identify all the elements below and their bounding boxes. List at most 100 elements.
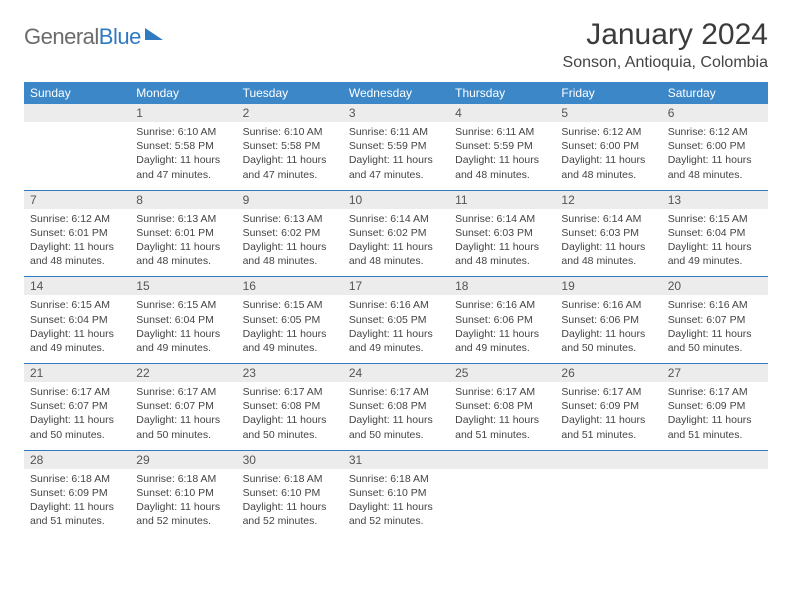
day-number-cell: 11 (449, 191, 555, 209)
dow-header-cell: Tuesday (237, 82, 343, 104)
day-detail-cell: Sunrise: 6:12 AMSunset: 6:00 PMDaylight:… (662, 122, 768, 190)
sunset-text: Sunset: 5:58 PM (136, 139, 230, 153)
brand-logo: GeneralBlue (24, 24, 163, 50)
sunset-text: Sunset: 6:10 PM (349, 486, 443, 500)
day-number-row: 28293031 (24, 451, 768, 469)
day-detail-cell: Sunrise: 6:17 AMSunset: 6:08 PMDaylight:… (237, 382, 343, 450)
sunset-text: Sunset: 6:07 PM (668, 313, 762, 327)
day-detail-cell: Sunrise: 6:13 AMSunset: 6:02 PMDaylight:… (237, 209, 343, 277)
sunset-text: Sunset: 6:01 PM (30, 226, 124, 240)
day-number-cell: 23 (237, 364, 343, 382)
sunrise-text: Sunrise: 6:14 AM (455, 212, 549, 226)
brand-name-b: Blue (99, 24, 141, 49)
day-detail-cell: Sunrise: 6:17 AMSunset: 6:09 PMDaylight:… (662, 382, 768, 450)
daylight-text: Daylight: 11 hours and 52 minutes. (349, 500, 443, 528)
day-number-cell: 29 (130, 451, 236, 469)
day-detail-cell: Sunrise: 6:16 AMSunset: 6:07 PMDaylight:… (662, 295, 768, 363)
brand-name-a: General (24, 24, 99, 49)
daylight-text: Daylight: 11 hours and 48 minutes. (243, 240, 337, 268)
sunrise-text: Sunrise: 6:15 AM (243, 298, 337, 312)
day-number-cell: 1 (130, 104, 236, 122)
sunset-text: Sunset: 6:00 PM (561, 139, 655, 153)
sunrise-text: Sunrise: 6:16 AM (349, 298, 443, 312)
daylight-text: Daylight: 11 hours and 51 minutes. (30, 500, 124, 528)
daylight-text: Daylight: 11 hours and 49 minutes. (243, 327, 337, 355)
day-number-cell: 9 (237, 191, 343, 209)
dow-header-cell: Monday (130, 82, 236, 104)
daylight-text: Daylight: 11 hours and 49 minutes. (668, 240, 762, 268)
sunrise-text: Sunrise: 6:15 AM (30, 298, 124, 312)
sunrise-text: Sunrise: 6:10 AM (136, 125, 230, 139)
daylight-text: Daylight: 11 hours and 47 minutes. (243, 153, 337, 181)
sunrise-text: Sunrise: 6:13 AM (243, 212, 337, 226)
sunrise-text: Sunrise: 6:17 AM (30, 385, 124, 399)
day-detail-cell: Sunrise: 6:18 AMSunset: 6:09 PMDaylight:… (24, 469, 130, 537)
day-number-cell: 30 (237, 451, 343, 469)
day-number-cell: 21 (24, 364, 130, 382)
day-number-cell: 3 (343, 104, 449, 122)
dow-header-row: SundayMondayTuesdayWednesdayThursdayFrid… (24, 82, 768, 104)
sunrise-text: Sunrise: 6:12 AM (30, 212, 124, 226)
location-label: Sonson, Antioquia, Colombia (563, 54, 768, 72)
day-detail-cell: Sunrise: 6:13 AMSunset: 6:01 PMDaylight:… (130, 209, 236, 277)
sunset-text: Sunset: 6:01 PM (136, 226, 230, 240)
day-number-cell: 20 (662, 277, 768, 295)
sunset-text: Sunset: 5:58 PM (243, 139, 337, 153)
day-number-cell: 6 (662, 104, 768, 122)
day-number-cell (555, 451, 661, 469)
day-number-cell: 15 (130, 277, 236, 295)
sunrise-text: Sunrise: 6:11 AM (455, 125, 549, 139)
day-number-cell: 24 (343, 364, 449, 382)
daylight-text: Daylight: 11 hours and 50 minutes. (668, 327, 762, 355)
day-detail-cell: Sunrise: 6:15 AMSunset: 6:04 PMDaylight:… (24, 295, 130, 363)
sunset-text: Sunset: 6:08 PM (349, 399, 443, 413)
day-number-cell: 22 (130, 364, 236, 382)
day-number-row: 14151617181920 (24, 277, 768, 295)
daylight-text: Daylight: 11 hours and 52 minutes. (243, 500, 337, 528)
day-number-cell: 13 (662, 191, 768, 209)
day-detail-row: Sunrise: 6:12 AMSunset: 6:01 PMDaylight:… (24, 209, 768, 277)
daylight-text: Daylight: 11 hours and 48 minutes. (349, 240, 443, 268)
sunset-text: Sunset: 6:07 PM (136, 399, 230, 413)
daylight-text: Daylight: 11 hours and 50 minutes. (561, 327, 655, 355)
sunset-text: Sunset: 6:06 PM (455, 313, 549, 327)
sunrise-text: Sunrise: 6:18 AM (30, 472, 124, 486)
sunset-text: Sunset: 6:10 PM (136, 486, 230, 500)
daylight-text: Daylight: 11 hours and 48 minutes. (561, 153, 655, 181)
day-detail-cell: Sunrise: 6:14 AMSunset: 6:02 PMDaylight:… (343, 209, 449, 277)
day-detail-row: Sunrise: 6:10 AMSunset: 5:58 PMDaylight:… (24, 122, 768, 190)
day-number-cell: 16 (237, 277, 343, 295)
daylight-text: Daylight: 11 hours and 48 minutes. (668, 153, 762, 181)
daylight-text: Daylight: 11 hours and 50 minutes. (136, 413, 230, 441)
day-number-cell (24, 104, 130, 122)
daylight-text: Daylight: 11 hours and 49 minutes. (349, 327, 443, 355)
day-detail-cell: Sunrise: 6:15 AMSunset: 6:04 PMDaylight:… (130, 295, 236, 363)
day-number-cell: 7 (24, 191, 130, 209)
day-detail-cell: Sunrise: 6:17 AMSunset: 6:07 PMDaylight:… (24, 382, 130, 450)
sunrise-text: Sunrise: 6:13 AM (136, 212, 230, 226)
sunset-text: Sunset: 6:03 PM (455, 226, 549, 240)
day-number-cell: 31 (343, 451, 449, 469)
sunrise-text: Sunrise: 6:17 AM (349, 385, 443, 399)
sunset-text: Sunset: 6:04 PM (30, 313, 124, 327)
dow-header-cell: Wednesday (343, 82, 449, 104)
sunset-text: Sunset: 6:06 PM (561, 313, 655, 327)
daylight-text: Daylight: 11 hours and 51 minutes. (455, 413, 549, 441)
calendar-table: SundayMondayTuesdayWednesdayThursdayFrid… (24, 82, 768, 537)
sunrise-text: Sunrise: 6:17 AM (561, 385, 655, 399)
day-detail-cell: Sunrise: 6:17 AMSunset: 6:08 PMDaylight:… (343, 382, 449, 450)
day-number-cell: 2 (237, 104, 343, 122)
day-number-cell: 12 (555, 191, 661, 209)
day-detail-cell (24, 122, 130, 190)
sunset-text: Sunset: 6:09 PM (561, 399, 655, 413)
dow-header-cell: Friday (555, 82, 661, 104)
sunrise-text: Sunrise: 6:15 AM (136, 298, 230, 312)
sunrise-text: Sunrise: 6:18 AM (243, 472, 337, 486)
daylight-text: Daylight: 11 hours and 48 minutes. (455, 240, 549, 268)
sunset-text: Sunset: 6:02 PM (243, 226, 337, 240)
day-detail-cell (662, 469, 768, 537)
daylight-text: Daylight: 11 hours and 48 minutes. (136, 240, 230, 268)
triangle-icon (145, 28, 163, 40)
sunset-text: Sunset: 6:05 PM (349, 313, 443, 327)
day-detail-cell: Sunrise: 6:17 AMSunset: 6:08 PMDaylight:… (449, 382, 555, 450)
